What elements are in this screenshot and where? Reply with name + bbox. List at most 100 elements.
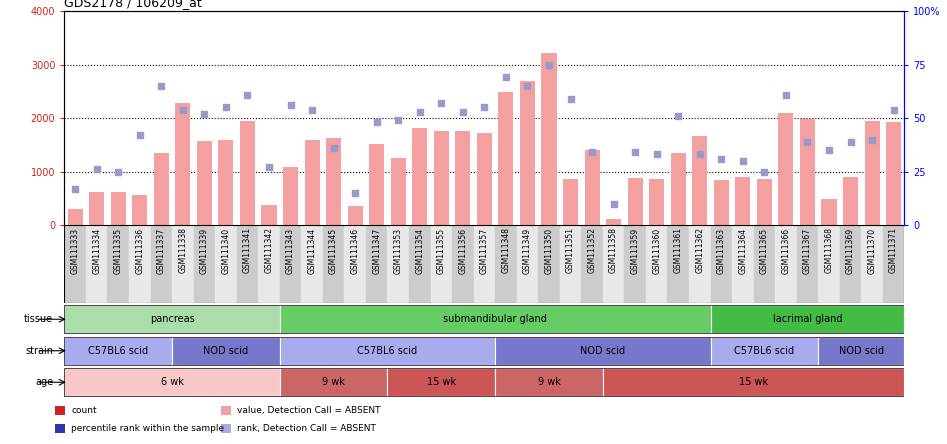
Bar <box>301 225 323 303</box>
Bar <box>64 368 279 396</box>
Text: GSM111337: GSM111337 <box>157 227 166 274</box>
Point <box>153 83 169 90</box>
Bar <box>326 138 341 225</box>
Text: GSM111369: GSM111369 <box>846 227 855 274</box>
Bar <box>474 225 495 303</box>
Bar <box>64 305 279 333</box>
Bar <box>175 103 190 225</box>
Point <box>261 164 277 171</box>
Bar <box>151 225 172 303</box>
Text: GSM111343: GSM111343 <box>286 227 295 274</box>
Bar <box>624 225 646 303</box>
Text: GSM111349: GSM111349 <box>523 227 532 274</box>
Point <box>821 147 836 154</box>
Bar <box>865 121 880 225</box>
Point <box>326 144 341 151</box>
Text: GSM111340: GSM111340 <box>222 227 230 274</box>
Bar <box>710 305 904 333</box>
Text: GSM111341: GSM111341 <box>243 227 252 274</box>
Point <box>133 132 148 139</box>
Bar <box>323 225 345 303</box>
Text: GSM111366: GSM111366 <box>781 227 791 274</box>
Point <box>542 61 557 68</box>
Point <box>843 138 858 145</box>
Bar <box>452 225 474 303</box>
Bar <box>563 179 578 225</box>
Text: GSM111360: GSM111360 <box>652 227 661 274</box>
Bar <box>796 225 818 303</box>
Bar <box>283 167 298 225</box>
Point <box>219 104 234 111</box>
Bar <box>668 225 689 303</box>
Text: GSM111357: GSM111357 <box>480 227 489 274</box>
Text: value, Detection Call = ABSENT: value, Detection Call = ABSENT <box>238 406 381 415</box>
Bar <box>279 225 301 303</box>
Text: GSM111367: GSM111367 <box>803 227 812 274</box>
Text: 15 wk: 15 wk <box>427 377 456 387</box>
Bar <box>689 225 710 303</box>
Bar <box>409 225 431 303</box>
Bar <box>412 128 427 225</box>
Bar <box>86 225 107 303</box>
Bar <box>279 368 387 396</box>
Text: GSM111356: GSM111356 <box>458 227 468 274</box>
Bar <box>581 225 603 303</box>
Bar <box>818 337 904 365</box>
Text: GSM111365: GSM111365 <box>759 227 769 274</box>
Point <box>692 151 707 158</box>
Text: GSM111350: GSM111350 <box>545 227 553 274</box>
Bar <box>732 225 754 303</box>
Bar <box>279 337 495 365</box>
Bar <box>495 337 710 365</box>
Bar <box>757 179 772 225</box>
Point <box>584 149 599 156</box>
Bar <box>495 368 603 396</box>
Bar <box>237 225 259 303</box>
Bar <box>818 225 840 303</box>
Text: GSM111352: GSM111352 <box>587 227 597 274</box>
Point <box>735 157 750 164</box>
Bar <box>603 225 624 303</box>
Bar <box>221 405 231 415</box>
Bar <box>538 225 560 303</box>
Bar <box>107 225 129 303</box>
Bar <box>215 225 237 303</box>
Point <box>563 95 578 103</box>
Bar <box>279 305 710 333</box>
Bar <box>821 199 836 225</box>
Text: count: count <box>72 406 98 415</box>
Bar <box>67 209 82 225</box>
Text: C57BL6 scid: C57BL6 scid <box>734 346 795 356</box>
Text: GSM111368: GSM111368 <box>825 227 833 274</box>
Bar <box>153 153 169 225</box>
Bar <box>710 337 818 365</box>
Text: rank, Detection Call = ABSENT: rank, Detection Call = ABSENT <box>238 424 376 433</box>
Bar <box>219 140 234 225</box>
Bar <box>495 225 517 303</box>
Point <box>628 149 643 156</box>
Text: GSM111346: GSM111346 <box>350 227 360 274</box>
Point <box>111 168 126 175</box>
Bar <box>387 225 409 303</box>
Bar <box>434 131 449 225</box>
Bar <box>197 141 212 225</box>
Text: GSM111355: GSM111355 <box>437 227 446 274</box>
Bar <box>261 205 277 225</box>
Bar <box>735 177 750 225</box>
Text: GDS2178 / 106209_at: GDS2178 / 106209_at <box>64 0 202 9</box>
Text: GSM111370: GSM111370 <box>867 227 877 274</box>
Bar <box>431 225 452 303</box>
Bar <box>391 158 405 225</box>
Bar <box>111 192 126 225</box>
Bar <box>520 81 535 225</box>
Bar <box>366 225 387 303</box>
Text: GSM111354: GSM111354 <box>416 227 424 274</box>
Point <box>456 108 471 115</box>
Point <box>800 138 815 145</box>
Bar <box>776 225 796 303</box>
Text: pancreas: pancreas <box>150 314 194 324</box>
Bar <box>584 150 599 225</box>
Bar <box>240 121 255 225</box>
Point <box>283 102 298 109</box>
Bar <box>517 225 538 303</box>
